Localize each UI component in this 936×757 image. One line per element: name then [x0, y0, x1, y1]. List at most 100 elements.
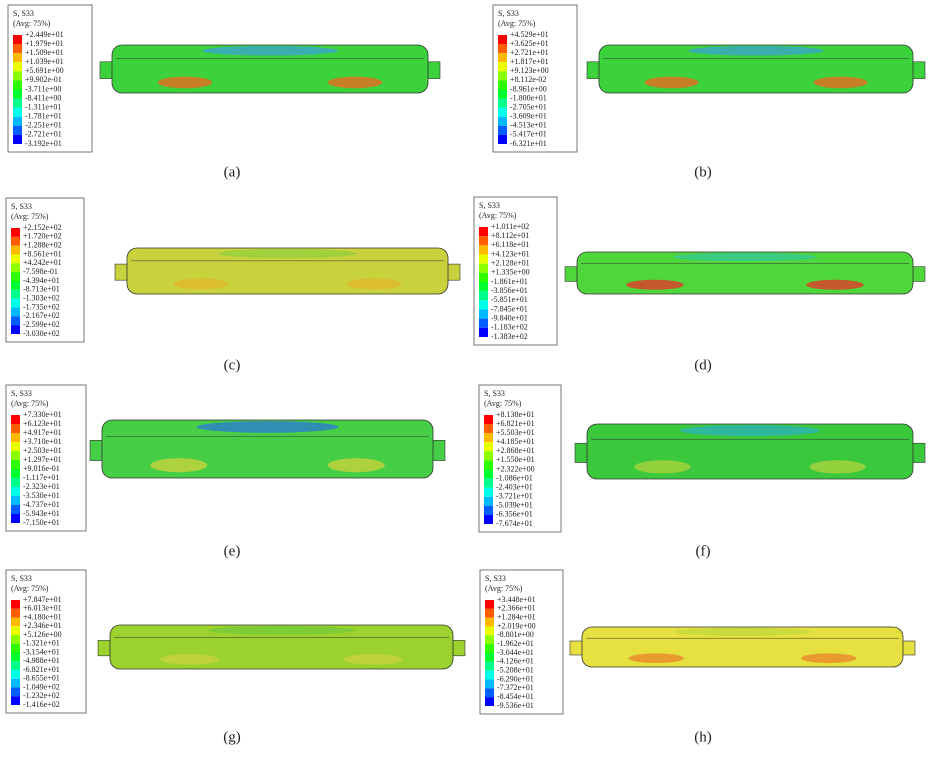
- legend-value: +6.821e+01: [496, 419, 535, 428]
- legend-value: -3.044e+01: [497, 648, 534, 657]
- legend-swatch: [485, 679, 494, 689]
- legend-swatch: [498, 80, 507, 90]
- stress-zone: [160, 654, 220, 665]
- legend-value: +1.720e+02: [23, 232, 62, 241]
- legend-value: -4.737e+01: [23, 500, 60, 509]
- legend-value: -8.961e+00: [510, 84, 547, 93]
- legend-swatch: [484, 469, 493, 479]
- legend-value: -1.049e+02: [23, 682, 60, 691]
- legend-subtitle: (Avg: 75%): [479, 211, 517, 220]
- legend-swatch: [498, 62, 507, 72]
- legend-swatch: [11, 451, 20, 460]
- legend-swatch: [485, 697, 494, 706]
- legend-swatch: [485, 644, 494, 653]
- legend-value: +3.710e+01: [23, 437, 62, 446]
- stress-zone: [346, 278, 402, 290]
- legend-value: +4.917e+01: [23, 428, 62, 437]
- legend-value: +7.330e+01: [23, 410, 62, 419]
- legend-value: -1.232e+02: [23, 691, 60, 700]
- legend-swatch: [11, 487, 20, 496]
- caption: (a): [224, 164, 241, 180]
- legend-value: +1.039e+01: [25, 57, 64, 66]
- stress-zone: [327, 458, 385, 473]
- legend-value: +5.126e+00: [23, 630, 62, 639]
- legend-subtitle: (Avg: 75%): [485, 584, 523, 593]
- stress-zone: [327, 76, 383, 89]
- legend-swatch: [13, 71, 22, 81]
- panel: S, S33(Avg: 75%) +7.847e+01+6.013e+01+4.1…: [5, 569, 466, 745]
- legend-value: -3.711e+00: [25, 84, 61, 93]
- legend-value: +2.449e+01: [25, 30, 64, 39]
- legend-swatch: [13, 134, 22, 144]
- legend-swatch: [11, 281, 20, 290]
- legend-swatch: [11, 514, 20, 523]
- stress-zone: [157, 76, 213, 89]
- stress-zone: [626, 279, 684, 290]
- legend-value: -5.851e+01: [491, 295, 528, 304]
- legend-swatch: [11, 460, 20, 469]
- legend-value: -7.845e+01: [491, 304, 528, 313]
- legend-value: -7.150e+01: [23, 518, 60, 527]
- panel: S, S33(Avg: 75%) +2.449e+01+1.979e+01+1.5…: [7, 4, 441, 180]
- legend-value: +2.322e+00: [496, 464, 535, 473]
- legend-value: -9.840e+01: [491, 313, 528, 322]
- legend-value: +4.123e+01: [491, 249, 530, 258]
- stress-zone: [628, 653, 684, 663]
- legend-value: -5.417e+01: [510, 130, 547, 139]
- legend-subtitle: (Avg: 75%): [13, 19, 51, 28]
- legend-swatch: [485, 635, 494, 645]
- legend-swatch: [11, 325, 20, 334]
- legend-title: S, S33: [11, 202, 32, 211]
- legend-value: +2.721e+01: [510, 48, 549, 57]
- legend-swatch: [498, 107, 507, 117]
- stress-zone: [634, 460, 691, 474]
- legend-value: -7.598e-01: [23, 267, 58, 276]
- legend-value: -3.856e+01: [491, 286, 528, 295]
- legend-title: S, S33: [479, 201, 500, 210]
- legend-swatch: [11, 307, 20, 317]
- legend-swatch: [479, 263, 488, 273]
- legend-value: -6.356e+01: [496, 510, 533, 519]
- legend-value: +1.979e+01: [25, 39, 64, 48]
- legend-value: +2.366e+01: [497, 604, 536, 613]
- legend-value: -1.416e+02: [23, 700, 60, 709]
- legend-swatch: [479, 282, 488, 292]
- legend-value: -1.183e+02: [491, 323, 528, 332]
- legend-swatch: [11, 670, 20, 679]
- legend-swatch: [11, 424, 20, 433]
- legend-swatch: [484, 487, 493, 497]
- legend-value: -1.117e+01: [23, 473, 59, 482]
- legend-value: -3.721e+01: [496, 492, 533, 501]
- legend-value: +7.847e+01: [23, 595, 62, 604]
- panel: S, S33(Avg: 75%) +8.138e+01+6.821e+01+5.5…: [478, 384, 926, 559]
- legend-swatch: [11, 687, 20, 697]
- legend-value: +2.503e+01: [23, 446, 62, 455]
- caption: (e): [224, 543, 241, 559]
- legend-swatch: [11, 652, 20, 662]
- panel: S, S33(Avg: 75%) +7.330e+01+6.123e+01+4.9…: [5, 384, 446, 559]
- legend-value: -8.801e+00: [497, 630, 534, 639]
- stress-zone: [150, 458, 208, 473]
- legend-value: +2.128e+01: [491, 258, 530, 267]
- legend-swatch: [479, 245, 488, 255]
- legend-subtitle: (Avg: 75%): [498, 19, 536, 28]
- legend-swatch: [479, 272, 488, 282]
- legend-subtitle: (Avg: 75%): [484, 399, 522, 408]
- legend-value: +9.123e+00: [510, 66, 549, 75]
- stress-zone: [688, 45, 824, 56]
- legend-value: +6.118e+01: [491, 240, 529, 249]
- legend-value: +1.011e+02: [491, 222, 529, 231]
- legend-value: -4.126e+01: [497, 657, 534, 666]
- legend-swatch: [479, 254, 488, 264]
- legend-swatch: [484, 451, 493, 461]
- legend-swatch: [484, 514, 493, 524]
- legend-swatch: [498, 35, 507, 45]
- stress-zone: [202, 45, 338, 56]
- legend-value: +6.123e+01: [23, 419, 62, 428]
- legend-value: -8.411e+00: [25, 93, 61, 102]
- legend-title: S, S33: [11, 574, 32, 583]
- legend-swatch: [13, 35, 22, 45]
- legend-swatch: [485, 608, 494, 618]
- legend-swatch: [498, 53, 507, 63]
